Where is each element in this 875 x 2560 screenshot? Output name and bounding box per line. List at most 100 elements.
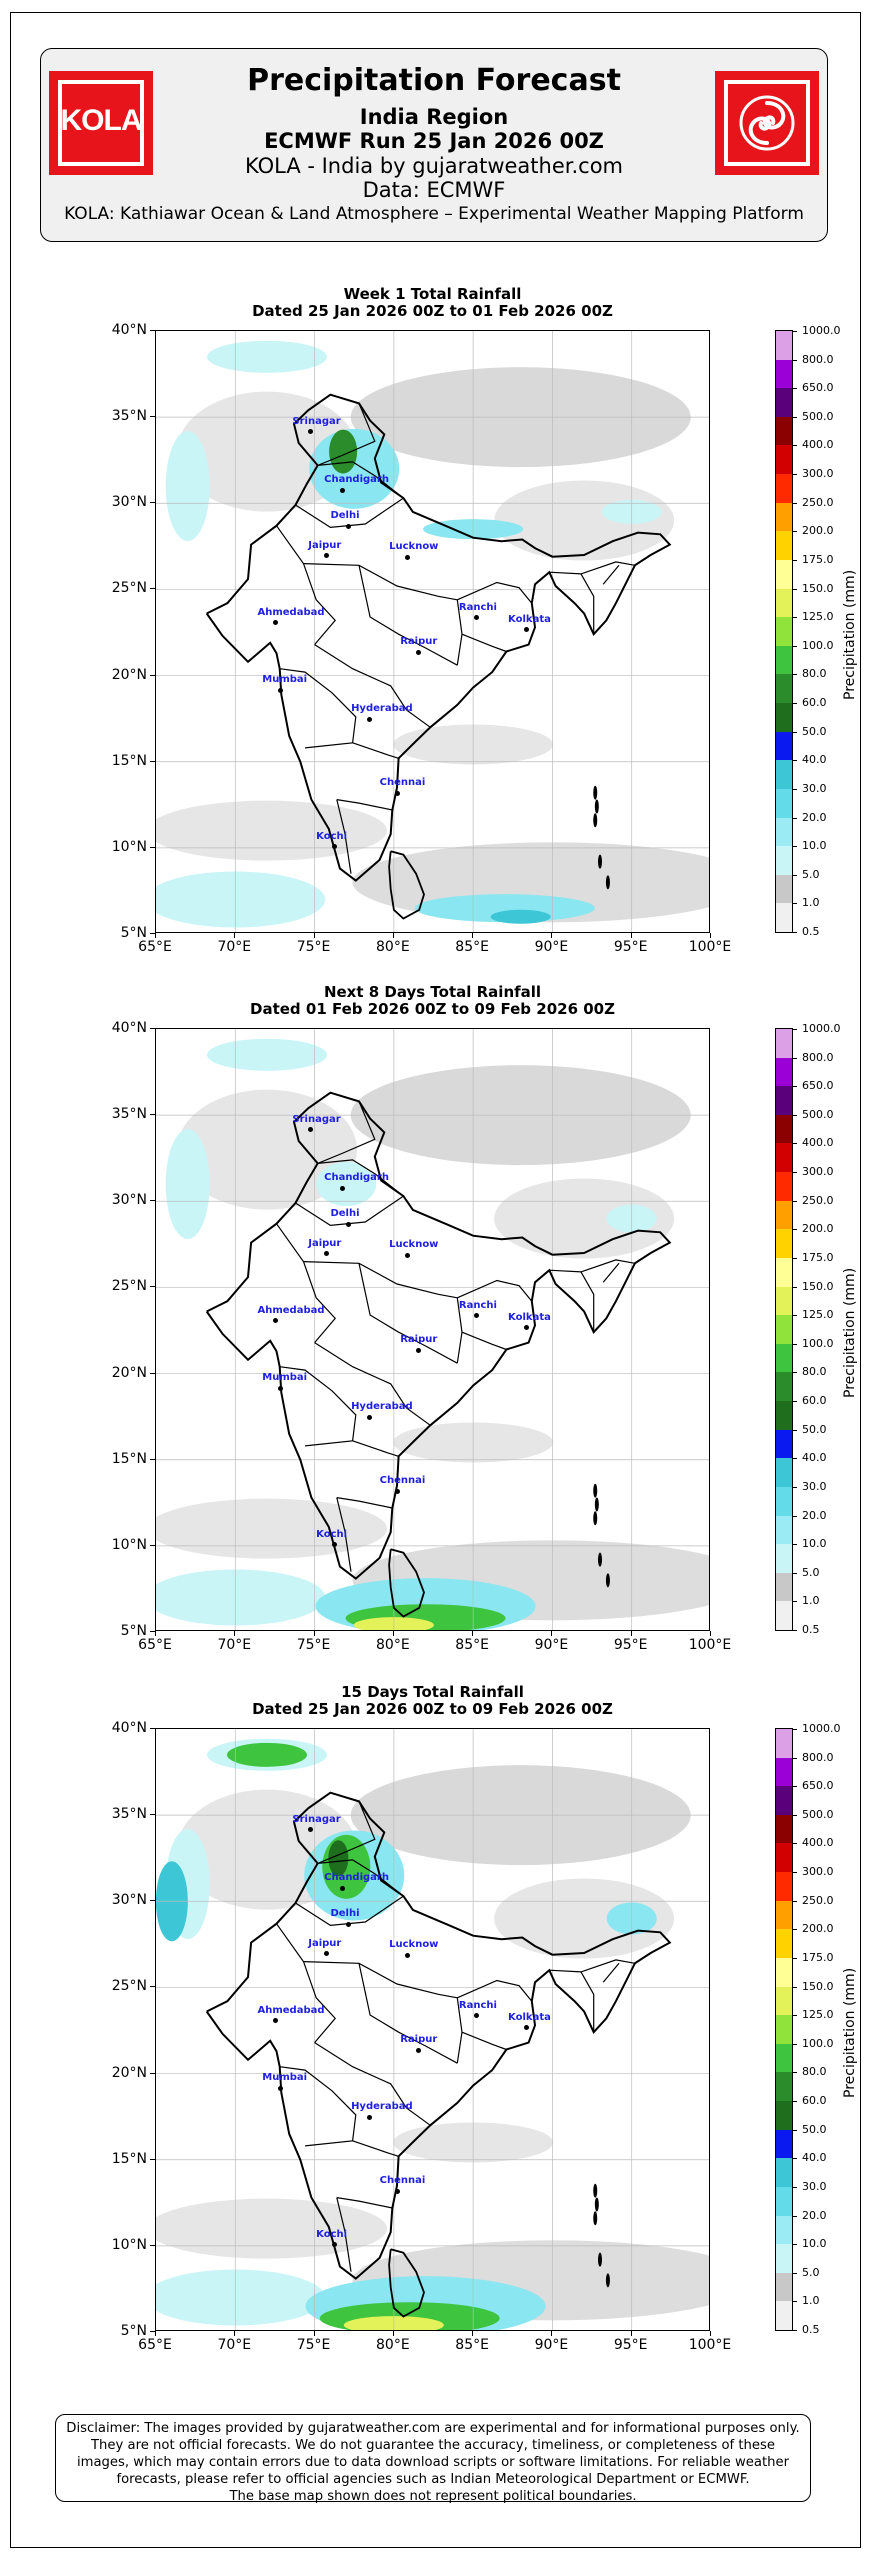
city-marker bbox=[404, 1252, 410, 1258]
colorbar-segment bbox=[776, 1343, 792, 1373]
city-marker bbox=[323, 553, 329, 559]
colorbar-tick bbox=[792, 1286, 797, 1288]
colorbar-tick bbox=[792, 2072, 797, 2074]
colorbar-tick bbox=[792, 1872, 797, 1874]
lon-tick-label: 90°E bbox=[534, 939, 569, 955]
city-marker bbox=[523, 1325, 529, 1331]
rainfall-map bbox=[155, 1028, 710, 1631]
colorbar-tick bbox=[792, 531, 797, 533]
city-marker bbox=[273, 1318, 278, 1324]
colorbar-tick bbox=[792, 645, 797, 647]
lat-tick-label: 5°N bbox=[120, 925, 147, 941]
lat-tick-mark bbox=[150, 1986, 155, 1988]
colorbar-label: 250.0 bbox=[802, 1193, 834, 1207]
colorbar-tick bbox=[792, 1029, 797, 1030]
colorbar-tick bbox=[792, 1057, 797, 1059]
city-marker bbox=[404, 1952, 410, 1958]
colorbar-label: 200.0 bbox=[802, 1922, 834, 1936]
colorbar-tick bbox=[792, 1172, 797, 1174]
lon-tick-label: 80°E bbox=[376, 939, 410, 955]
panel-title-line: Next 8 Days Total Rainfall bbox=[323, 983, 542, 1001]
colorbar-label: 300.0 bbox=[802, 1865, 834, 1879]
lon-tick-label: 70°E bbox=[217, 1637, 252, 1653]
colorbar-label: 0.5 bbox=[802, 925, 820, 938]
colorbar-tick bbox=[792, 1757, 797, 1759]
city-label: Srinagar bbox=[292, 1813, 341, 1825]
colorbar-label: 1.0 bbox=[802, 1594, 820, 1608]
city-label: Kolkata bbox=[508, 2011, 551, 2023]
city-marker bbox=[415, 1347, 421, 1353]
colorbar-segment bbox=[776, 1114, 792, 1144]
lat-tick-label: 5°N bbox=[120, 2323, 147, 2339]
colorbar-segment bbox=[776, 1200, 792, 1230]
city-label: Chandigarh bbox=[324, 1872, 389, 1884]
region-label: India Region bbox=[359, 105, 509, 129]
lat-tick-label: 35°N bbox=[111, 1106, 147, 1123]
colorbar-tick bbox=[792, 445, 797, 447]
lon-tick-label: 80°E bbox=[376, 1637, 410, 1653]
platform-label: KOLA: Kathiawar Ocean & Land Atmosphere … bbox=[64, 204, 804, 224]
disclaimer-line: Disclaimer: The images provided by gujar… bbox=[66, 2421, 800, 2436]
city-label: Chennai bbox=[379, 2175, 426, 2187]
lat-tick-label: 25°N bbox=[111, 1278, 147, 1295]
colorbar-tick bbox=[792, 1515, 797, 1517]
lon-tick-label: 90°E bbox=[534, 2337, 569, 2353]
colorbar-label: 125.0 bbox=[802, 1308, 834, 1322]
colorbar-label: 150.0 bbox=[802, 1279, 834, 1293]
colorbar-label: 30.0 bbox=[802, 2179, 827, 2193]
city-marker bbox=[307, 1127, 313, 1133]
city-label: Ranchi bbox=[458, 1299, 497, 1311]
colorbar-tick bbox=[792, 1630, 797, 1631]
disclaimer-line: They are not official forecasts. We do n… bbox=[91, 2438, 775, 2453]
colorbar-label: 500.0 bbox=[802, 1807, 834, 1821]
lat-tick-label: 35°N bbox=[111, 1806, 147, 1823]
lon-tick-mark bbox=[155, 933, 156, 938]
colorbar-segment bbox=[776, 1757, 792, 1787]
colorbar-segment bbox=[776, 1515, 792, 1545]
colorbar-tick bbox=[792, 1200, 797, 1202]
colorbar-segment bbox=[776, 2072, 792, 2102]
city-label: Chennai bbox=[379, 777, 426, 789]
city-marker bbox=[339, 1885, 345, 1891]
city-marker bbox=[323, 1251, 329, 1257]
colorbar-segment bbox=[776, 559, 792, 589]
colorbar-tick bbox=[792, 2158, 797, 2160]
colorbar-label: 125.0 bbox=[802, 2008, 834, 2022]
colorbar-label: 5.0 bbox=[802, 867, 820, 881]
lat-tick-label: 10°N bbox=[111, 2236, 147, 2253]
city-label: Jaipur bbox=[308, 539, 342, 551]
colorbar-tick bbox=[792, 388, 797, 390]
city-marker bbox=[277, 687, 283, 693]
city-label: Jaipur bbox=[308, 1237, 342, 1249]
colorbar-segment bbox=[776, 2100, 792, 2130]
colorbar-segment bbox=[776, 530, 792, 560]
colorbar-tick bbox=[792, 760, 797, 762]
colorbar-tick bbox=[792, 1429, 797, 1431]
colorbar-tick bbox=[792, 2301, 797, 2303]
brand-label: KOLA - India by gujaratweather.com bbox=[244, 154, 623, 178]
colorbar-tick bbox=[792, 1143, 797, 1145]
lon-tick-mark bbox=[710, 1631, 711, 1636]
city-marker bbox=[474, 1313, 480, 1319]
rainfall-map bbox=[155, 330, 710, 933]
city-label: Chennai bbox=[379, 1475, 426, 1487]
city-label: Lucknow bbox=[389, 541, 439, 553]
lat-tick-mark bbox=[150, 1372, 155, 1374]
lat-tick-label: 5°N bbox=[120, 1623, 147, 1639]
lon-tick-label: 100°E bbox=[688, 2337, 732, 2353]
lat-tick-label: 15°N bbox=[111, 2150, 147, 2167]
kola-logo: KOLA bbox=[49, 71, 153, 175]
lat-tick-mark bbox=[150, 416, 155, 418]
colorbar-segment bbox=[776, 2215, 792, 2245]
colorbar-tick bbox=[792, 1257, 797, 1259]
colorbar-label: 500.0 bbox=[802, 1107, 834, 1121]
lon-tick-mark bbox=[551, 933, 553, 938]
colorbar-segment bbox=[776, 1986, 792, 2016]
colorbar-label: 100.0 bbox=[802, 1336, 834, 1350]
colorbar-tick bbox=[792, 1900, 797, 1902]
lat-tick-mark bbox=[150, 2331, 155, 2332]
colorbar-tick bbox=[792, 1729, 797, 1730]
colorbar-tick bbox=[792, 2101, 797, 2103]
city-marker bbox=[404, 554, 410, 560]
lon-tick-mark bbox=[472, 1631, 474, 1636]
